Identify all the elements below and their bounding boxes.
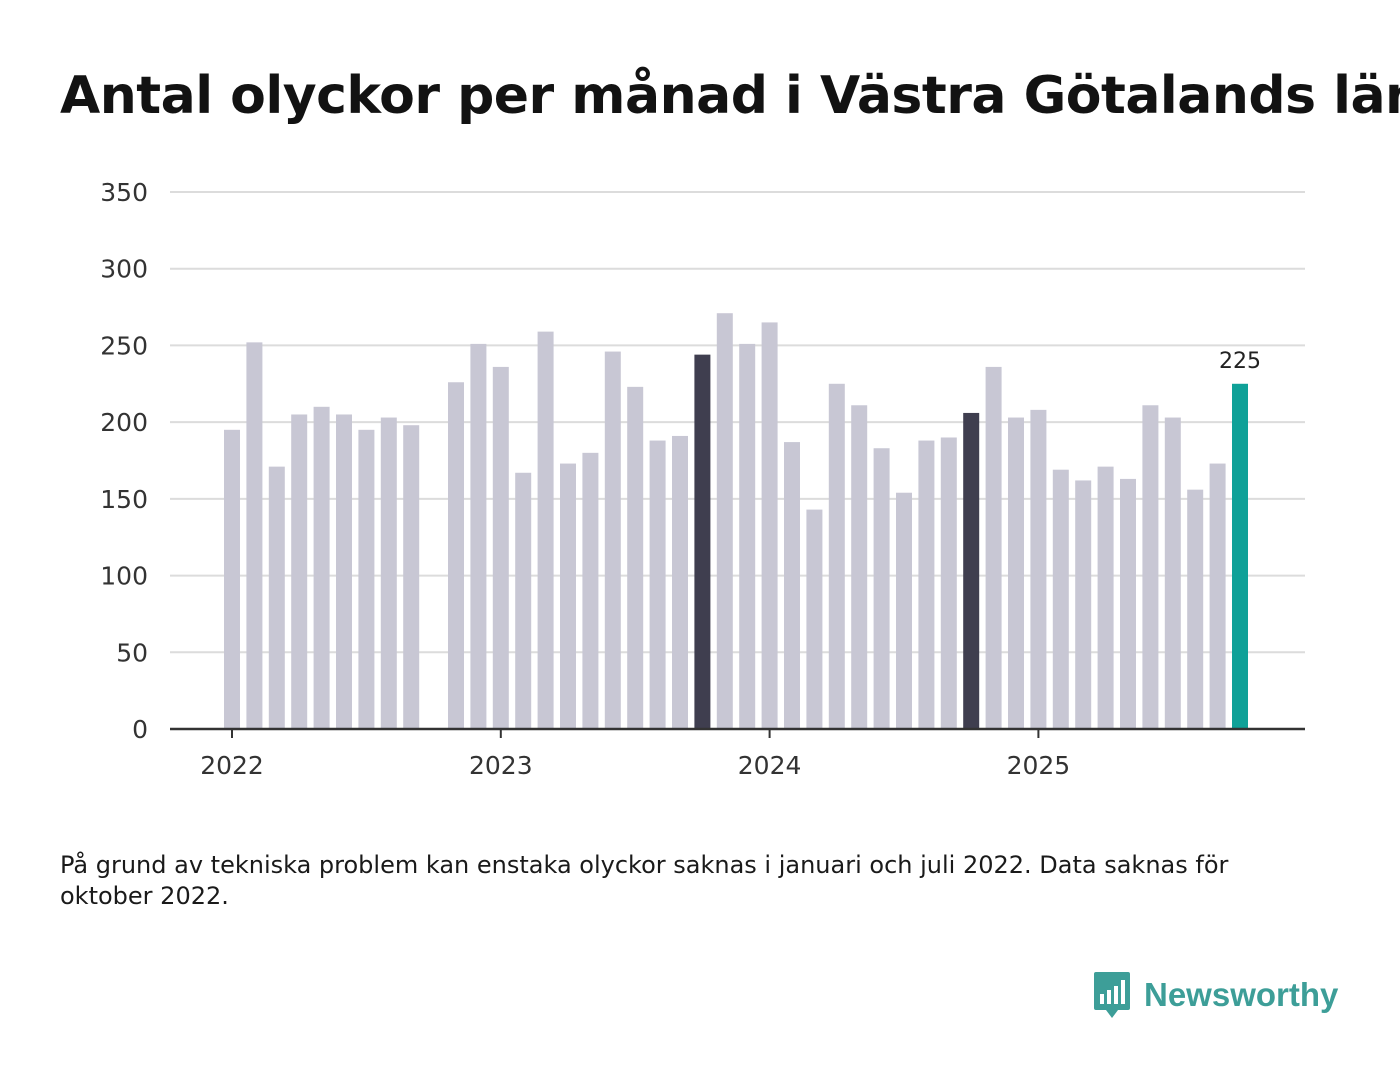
bar-2022-04[interactable] <box>291 414 308 729</box>
bar-2024-04[interactable] <box>828 383 845 729</box>
bar-chart: 0 50 100 150 200 250 300 350 2022 2023 2024 2025 2… <box>100 178 1305 780</box>
bar-2023-12[interactable] <box>739 343 756 729</box>
newsworthy-logo-icon <box>1094 972 1130 1018</box>
y-tick-label: 0 <box>132 715 148 744</box>
y-tick-label: 200 <box>100 408 148 437</box>
bar-2023-11[interactable] <box>716 313 733 729</box>
bar-2025-03[interactable] <box>1075 480 1092 729</box>
bar-2022-01[interactable] <box>224 429 240 729</box>
bar-2024-11[interactable] <box>985 366 1002 729</box>
bar-2023-08[interactable] <box>649 440 666 729</box>
bar-2024-02[interactable] <box>784 442 800 729</box>
bar-2023-06[interactable] <box>604 351 621 729</box>
brand-logo[interactable]: Newsworthy <box>1092 970 1338 1020</box>
bar-2024-12[interactable] <box>1008 417 1024 729</box>
bar-2022-12[interactable] <box>470 343 487 729</box>
bar-2023-09[interactable] <box>672 435 688 729</box>
y-axis-ticks: 0 50 100 150 200 250 300 350 <box>100 178 148 744</box>
data-label: 225 <box>1219 349 1261 374</box>
chart-title: Antal olyckor per månad i Västra Götalan… <box>60 66 1400 126</box>
x-tick-label: 2023 <box>469 751 533 780</box>
x-axis-ticks: 2022 2023 2024 2025 <box>200 729 1070 780</box>
bar-2022-09[interactable] <box>403 425 420 729</box>
bar-2024-10[interactable] <box>963 412 980 729</box>
bar-2024-08[interactable] <box>918 440 935 729</box>
bar-2023-10[interactable] <box>694 354 711 729</box>
bar-2024-05[interactable] <box>851 405 868 729</box>
x-tick-label: 2024 <box>738 751 802 780</box>
bar-2024-03[interactable] <box>806 509 823 729</box>
bar-2022-07[interactable] <box>358 429 375 729</box>
brand-name: Newsworthy <box>1144 976 1339 1013</box>
x-tick-label: 2025 <box>1007 751 1071 780</box>
bar-2025-01[interactable] <box>1030 409 1047 729</box>
y-tick-label: 350 <box>100 178 148 207</box>
x-tick-label: 2022 <box>200 751 264 780</box>
bar-2023-04[interactable] <box>560 463 576 729</box>
bars <box>170 313 1305 731</box>
bar-2025-08[interactable] <box>1187 489 1204 729</box>
bar-2023-03[interactable] <box>537 331 554 729</box>
bar-2025-07[interactable] <box>1164 417 1181 729</box>
bar-2022-11[interactable] <box>448 382 464 729</box>
bar-2024-07[interactable] <box>896 492 912 729</box>
bar-2025-10[interactable] <box>1232 383 1248 729</box>
bar-2022-08[interactable] <box>380 417 397 729</box>
bar-2022-05[interactable] <box>313 406 330 729</box>
bar-2025-06[interactable] <box>1142 405 1159 729</box>
bar-2023-01[interactable] <box>492 366 509 729</box>
y-tick-label: 150 <box>100 485 148 514</box>
bar-2025-09[interactable] <box>1209 463 1226 729</box>
bar-2025-05[interactable] <box>1120 478 1136 729</box>
bar-2024-06[interactable] <box>873 448 890 729</box>
bar-2025-02[interactable] <box>1052 469 1069 729</box>
y-tick-label: 50 <box>116 638 148 667</box>
bar-2023-07[interactable] <box>627 386 644 729</box>
bar-2022-02[interactable] <box>246 342 263 729</box>
bar-2024-01[interactable] <box>761 322 778 729</box>
footnote: På grund av tekniska problem kan enstaka… <box>60 851 1229 910</box>
bar-2023-05[interactable] <box>582 452 599 729</box>
bar-2025-04[interactable] <box>1097 466 1114 729</box>
bar-2022-03[interactable] <box>268 466 285 729</box>
data-labels: 225 <box>1219 349 1261 374</box>
bar-2022-06[interactable] <box>336 414 352 729</box>
bar-2024-09[interactable] <box>940 437 957 729</box>
y-tick-label: 100 <box>100 562 148 591</box>
y-tick-label: 250 <box>100 331 148 360</box>
bar-2023-02[interactable] <box>515 472 532 729</box>
y-tick-label: 300 <box>100 255 148 284</box>
